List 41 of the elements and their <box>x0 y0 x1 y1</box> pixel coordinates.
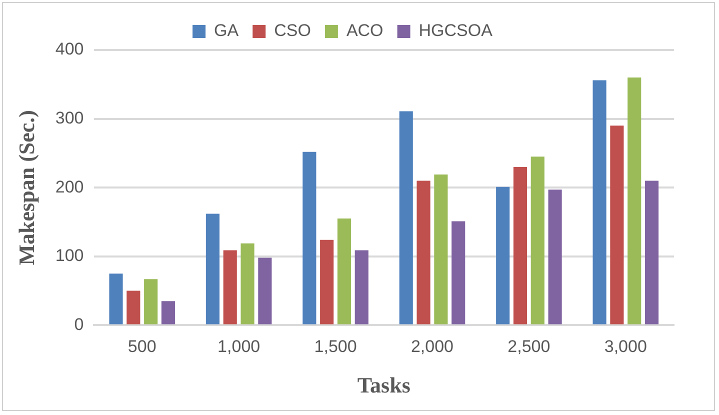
bar <box>354 250 368 324</box>
bar <box>144 279 158 324</box>
bar <box>223 250 237 324</box>
bar <box>434 174 448 324</box>
legend-label: CSO <box>274 21 311 40</box>
bar <box>399 111 413 324</box>
bar <box>337 218 352 324</box>
y-tick-label: 300 <box>55 108 84 128</box>
bar <box>452 221 466 324</box>
x-tick-label: 2,500 <box>508 337 550 356</box>
y-axis-title: Makespan (Sec.) <box>14 110 39 266</box>
y-tick-label: 0 <box>74 314 84 334</box>
bar <box>628 78 642 324</box>
x-axis-title: Tasks <box>357 372 411 398</box>
bar <box>513 166 528 324</box>
y-tick-label: 400 <box>55 40 84 59</box>
bar <box>109 274 123 324</box>
x-tick-label: 1,000 <box>218 337 260 356</box>
bar <box>416 180 430 324</box>
legend-label: GA <box>214 21 240 40</box>
bar <box>161 301 176 324</box>
bar <box>496 186 510 324</box>
x-tick-label: 1,500 <box>314 337 357 356</box>
x-tick-label: 500 <box>128 337 156 356</box>
legend-label: HGCSOA <box>418 21 494 40</box>
bar <box>126 290 140 324</box>
bar <box>644 180 659 324</box>
bar <box>206 214 220 324</box>
bar <box>258 258 272 324</box>
bar <box>240 243 254 324</box>
bar <box>302 152 316 324</box>
bar <box>548 190 562 324</box>
bar <box>530 156 544 324</box>
x-tick-label: 2,000 <box>410 337 454 356</box>
legend-label: ACO <box>346 21 384 40</box>
y-tick-label: 100 <box>55 246 84 266</box>
bar <box>610 126 624 324</box>
bar <box>592 80 606 324</box>
bar <box>320 240 334 324</box>
x-tick-label: 3,000 <box>604 337 647 356</box>
y-tick-label: 200 <box>55 177 84 196</box>
